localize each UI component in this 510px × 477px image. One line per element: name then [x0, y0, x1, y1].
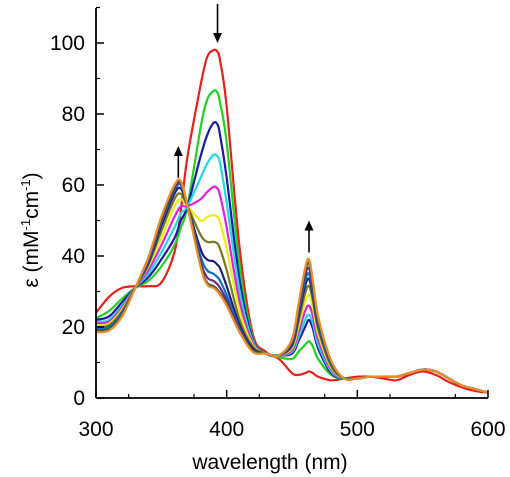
spectrum-series-7: [96, 192, 488, 394]
x-tick-label: 600: [470, 418, 505, 441]
axes-layer: [95, 8, 488, 399]
y-axis-title-mid: cm: [20, 191, 43, 219]
spectrum-series-8: [96, 186, 488, 394]
y-axis-title-prefix: ε (mM: [20, 230, 43, 287]
trend-arrow-up: [173, 145, 183, 178]
y-tick-label: 80: [62, 103, 85, 126]
y-tick-label: 60: [62, 174, 85, 197]
y-axis-title-suffix: ): [20, 172, 43, 179]
trend-arrow-down: [213, 3, 223, 43]
y-tick-label: 0: [73, 387, 85, 410]
trend-arrow-up: [304, 220, 314, 253]
y-axis-title: ε (mM-1cm-1): [18, 172, 43, 287]
y-tick-label: 20: [62, 316, 85, 339]
arrows-layer: [173, 3, 314, 253]
y-axis-title-sup1: -1: [18, 219, 33, 231]
y-tick-label: 40: [62, 245, 85, 268]
y-tick-label: 100: [50, 32, 85, 55]
spectrum-series-10: [96, 180, 488, 394]
y-axis-title-sup2: -1: [18, 179, 33, 191]
spectrum-series-9: [96, 182, 488, 394]
ticks-layer: 300 400 500 600 0 20 40 60 80 100: [50, 6, 506, 441]
spectrum-series-5: [96, 185, 488, 394]
spectrum-series-6: [96, 198, 488, 394]
x-tick-label: 400: [209, 418, 244, 441]
x-tick-label: 300: [78, 418, 113, 441]
x-tick-label: 500: [340, 418, 375, 441]
spectrum-series-12: [96, 178, 488, 394]
x-axis-title: wavelength (nm): [191, 451, 347, 474]
series-layer: [96, 48, 488, 394]
